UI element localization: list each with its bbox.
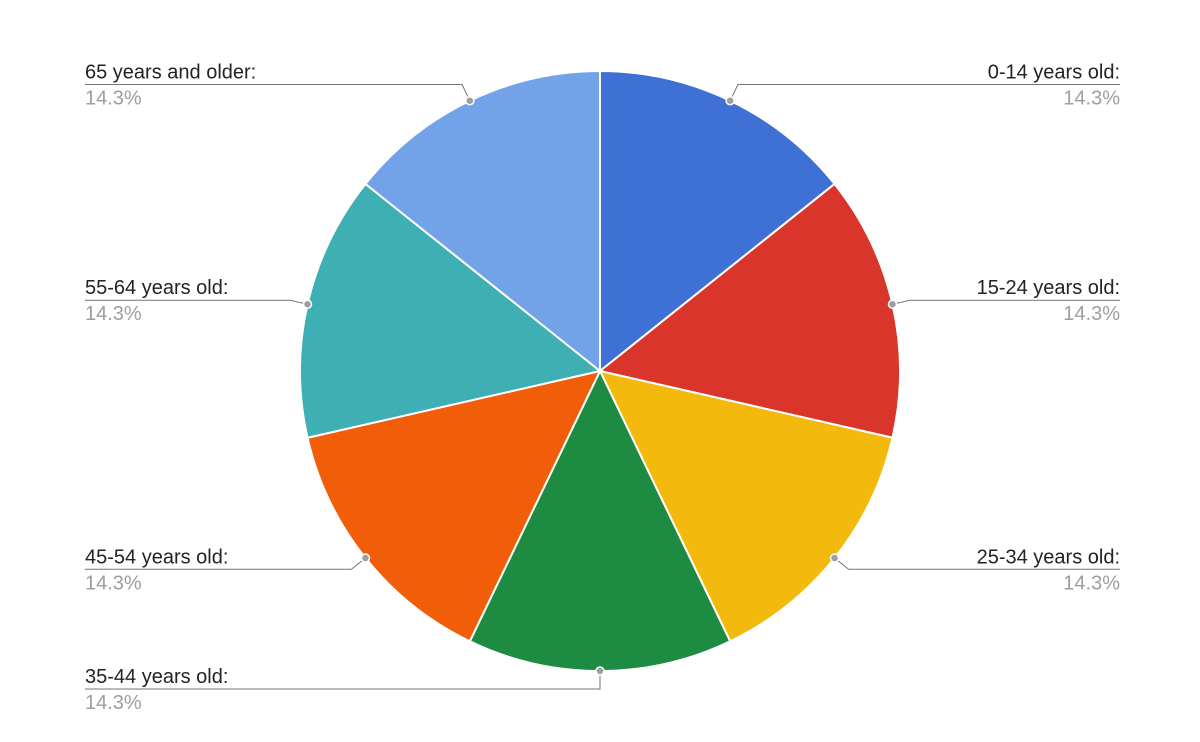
slice-label-title: 35-44 years old: (85, 666, 228, 688)
slice-label-value: 14.3% (85, 572, 142, 594)
slice-label-value: 14.3% (85, 87, 142, 109)
slice-label-title: 55-64 years old: (85, 277, 228, 299)
leader-line (730, 84, 1120, 100)
slice-label-title: 65 years and older: (85, 61, 256, 83)
slice-label-value: 14.3% (85, 692, 142, 714)
leader-line (85, 84, 470, 100)
leader-dot (466, 97, 474, 105)
slice-label-value: 14.3% (1063, 87, 1120, 109)
pie-chart-svg: 0-14 years old: 14.3% 15-24 years old: 14.3… (0, 0, 1200, 742)
slice-label-value: 14.3% (1063, 303, 1120, 325)
slice-label-title: 45-54 years old: (85, 546, 228, 568)
slice-label-title: 0-14 years old: (988, 61, 1120, 83)
leader-dot (726, 97, 734, 105)
leader-dot (304, 300, 312, 308)
leader-dot (888, 300, 896, 308)
slice-label-value: 14.3% (1063, 572, 1120, 594)
leader-dot (596, 667, 604, 675)
leader-dot (361, 554, 369, 562)
leader-dot (831, 554, 839, 562)
slice-label-value: 14.3% (85, 303, 142, 325)
slice-label-title: 15-24 years old: (977, 277, 1120, 299)
pie-chart: 0-14 years old: 14.3% 15-24 years old: 14.3… (0, 0, 1200, 742)
slice-label-title: 25-34 years old: (977, 546, 1120, 568)
